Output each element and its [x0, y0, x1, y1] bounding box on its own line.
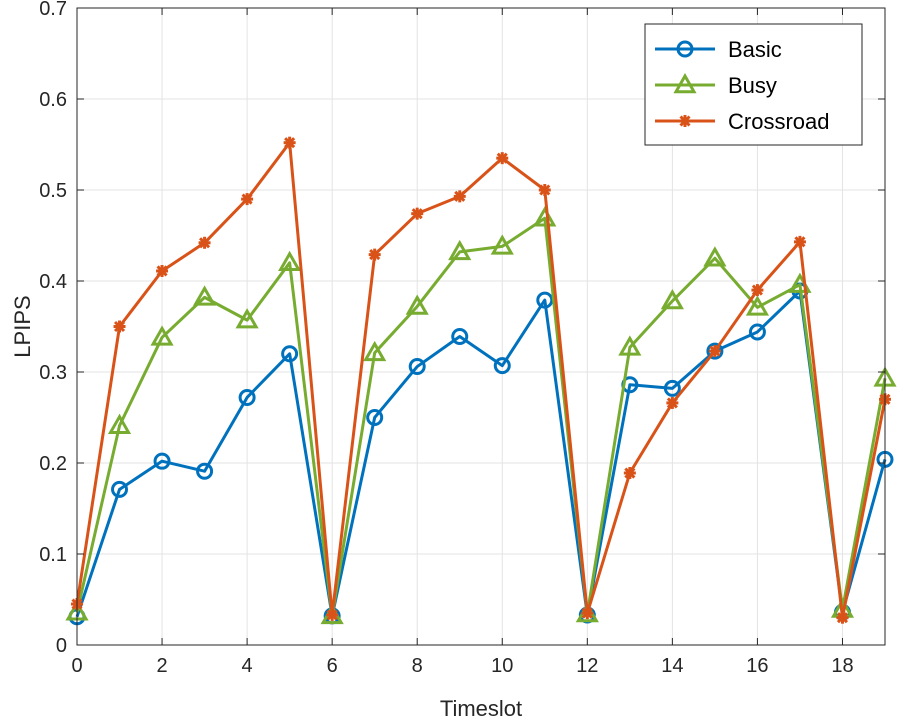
- legend-marker-crossroad: [679, 115, 691, 127]
- series-basic: [68, 282, 894, 626]
- tick-labels: 0 2 4 6 8 10 12 14 16 18 0 0.1 0.2 0.3 0.4 0.5 0.6 0.7: [39, 0, 853, 677]
- x-tick-label: 10: [491, 655, 513, 677]
- y-tick-label: 0.4: [39, 271, 67, 293]
- y-tick-label: 0.5: [39, 180, 67, 202]
- data-point-crossroad: [326, 608, 339, 621]
- series-crossroad: [71, 136, 891, 624]
- data-point-busy: [235, 308, 259, 329]
- legend-entry-busy: Busy: [655, 72, 777, 98]
- legend-label: Busy: [728, 73, 777, 98]
- y-tick-label: 0: [56, 635, 67, 657]
- data-point-crossroad: [411, 207, 424, 220]
- data-point-basic: [748, 323, 766, 341]
- x-tick-label: 2: [156, 655, 167, 677]
- legend: Basic Busy Crossroad: [644, 23, 863, 146]
- axes-box: [76, 7, 886, 646]
- data-point-crossroad: [751, 284, 764, 297]
- data-point-busy: [192, 285, 217, 306]
- data-point-basic: [663, 379, 681, 397]
- x-axis-label: Timeslot: [440, 696, 522, 721]
- data-point-basic: [493, 357, 511, 375]
- data-point-crossroad: [283, 136, 296, 149]
- data-point-crossroad: [666, 396, 679, 409]
- data-point-crossroad: [836, 611, 849, 624]
- series-line-busy: [75, 216, 887, 618]
- legend-label: Crossroad: [728, 109, 829, 134]
- data-point-busy: [490, 234, 514, 255]
- data-point-crossroad: [241, 193, 254, 206]
- y-tick-label: 0.2: [39, 453, 67, 475]
- x-tick-label: 18: [831, 655, 853, 677]
- series-line-crossroad: [75, 141, 887, 620]
- data-point-basic: [153, 452, 171, 470]
- data-point-crossroad: [113, 320, 126, 333]
- legend-label: Basic: [728, 37, 782, 62]
- axes: [76, 7, 886, 646]
- data-point-busy: [448, 239, 472, 261]
- data-point-crossroad: [156, 264, 169, 277]
- data-point-busy: [107, 413, 132, 434]
- x-tick-label: 4: [242, 655, 253, 677]
- legend-entry-crossroad: Crossroad: [655, 109, 829, 134]
- series-layer: [65, 136, 897, 626]
- data-point-crossroad: [538, 184, 551, 196]
- data-point-basic: [408, 358, 426, 376]
- data-point-basic: [238, 388, 256, 406]
- data-point-busy: [745, 295, 770, 316]
- y-tick-label: 0.7: [39, 0, 67, 20]
- data-point-crossroad: [708, 345, 721, 358]
- legend-marker-basic: [676, 40, 694, 58]
- series-line-basic: [75, 289, 887, 618]
- legend-marker-busy: [673, 72, 697, 94]
- x-tick-label: 12: [576, 655, 598, 677]
- data-point-basic: [111, 480, 129, 498]
- y-tick-label: 0.1: [39, 544, 67, 566]
- data-point-busy: [405, 294, 429, 315]
- data-point-crossroad: [793, 235, 806, 248]
- y-axis-label: LPIPS: [10, 295, 35, 357]
- data-point-busy: [363, 340, 387, 362]
- data-point-busy: [618, 335, 642, 356]
- x-tick-label: 16: [746, 655, 768, 677]
- y-tick-label: 0.3: [39, 362, 67, 384]
- data-point-crossroad: [623, 467, 636, 480]
- data-point-basic: [451, 328, 469, 346]
- data-point-basic: [196, 462, 214, 480]
- series-busy: [65, 206, 897, 625]
- data-point-busy: [278, 250, 302, 272]
- x-tick-label: 8: [412, 655, 423, 677]
- legend-entry-basic: Basic: [655, 37, 782, 62]
- x-tick-label: 14: [661, 655, 683, 677]
- data-point-busy: [150, 325, 174, 346]
- data-point-crossroad: [453, 190, 466, 203]
- data-point-crossroad: [198, 236, 211, 249]
- x-tick-label: 6: [327, 655, 338, 677]
- y-tick-label: 0.6: [39, 89, 67, 111]
- data-point-crossroad: [581, 607, 594, 620]
- data-point-busy: [660, 288, 684, 310]
- data-point-basic: [366, 409, 384, 426]
- data-point-busy: [533, 206, 557, 227]
- data-point-crossroad: [496, 152, 509, 165]
- data-point-basic: [706, 342, 724, 360]
- data-point-basic: [281, 345, 299, 363]
- x-tick-label: 0: [71, 655, 82, 677]
- data-point-basic: [536, 291, 554, 309]
- data-point-crossroad: [368, 248, 381, 261]
- data-point-busy: [703, 246, 727, 267]
